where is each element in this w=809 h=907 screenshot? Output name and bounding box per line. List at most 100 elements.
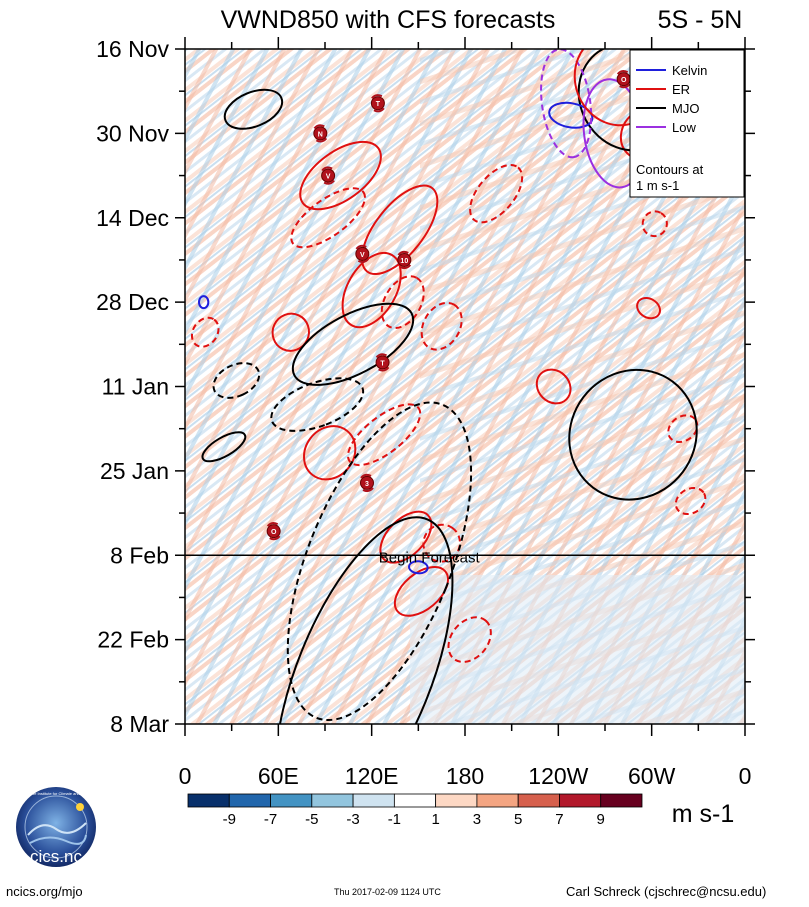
colorbar-swatch xyxy=(517,793,560,808)
cyclone-swirl-icon xyxy=(371,94,385,113)
contour-low xyxy=(540,49,593,159)
y-tick-label: 16 Nov xyxy=(96,36,169,62)
colorbar-units: m s-1 xyxy=(672,800,735,828)
colorbar-swatch xyxy=(476,793,519,808)
cyclone-label: T xyxy=(376,101,381,108)
colorbar-swatch xyxy=(393,793,437,808)
footer-author: Carl Schreck (cjschrec@ncsu.edu) xyxy=(566,884,767,899)
cyclone-markers: T N V V 10 T 3 O O xyxy=(266,70,631,541)
cyclone-label: 3 xyxy=(365,481,369,488)
cyclone-swirl-icon xyxy=(313,124,328,143)
contour-er xyxy=(636,297,661,320)
y-tick-label: 22 Feb xyxy=(97,627,169,653)
cyclone-marker xyxy=(355,246,370,261)
cyclone-swirl-icon xyxy=(266,522,281,541)
y-tick-label: 28 Dec xyxy=(96,289,169,315)
cyclone-label: O xyxy=(271,529,277,536)
colorbar-tick-label: -3 xyxy=(346,811,359,828)
contour-er xyxy=(422,523,461,563)
contour-mjo xyxy=(212,362,261,399)
cyclone-marker xyxy=(321,168,336,183)
y-tick-label: 30 Nov xyxy=(96,120,169,146)
contour-er xyxy=(641,210,668,238)
colorbar-tick-label: 9 xyxy=(597,811,605,828)
colorbar-tick-label: -1 xyxy=(388,811,401,828)
colorbar-swatch xyxy=(228,793,271,808)
colorbar-tick-label: -7 xyxy=(264,811,277,828)
colorbar-swatch xyxy=(311,793,354,808)
footer-timestamp: Thu 2017-02-09 1124 UTC xyxy=(334,887,441,897)
cyclone-swirl-icon xyxy=(321,166,335,185)
contour-mjo xyxy=(286,401,473,722)
contour-kelvin xyxy=(548,101,594,129)
colorbar: -9 -7 -5 -3 -1 1 3 5 7 9 xyxy=(187,793,643,828)
cyclone-marker xyxy=(266,524,281,539)
contour-er xyxy=(674,486,707,516)
contour-mjo xyxy=(568,368,698,501)
contour-kelvin xyxy=(198,295,210,310)
legend-label-kelvin: Kelvin xyxy=(672,63,707,78)
contour-er xyxy=(290,187,366,249)
region-label: 5S - 5N xyxy=(658,6,743,34)
cyclone-label: O xyxy=(621,77,627,84)
colorbar-swatch xyxy=(600,793,643,808)
colorbar-swatch xyxy=(270,793,313,808)
colorbar-tick-label: 7 xyxy=(555,811,563,828)
cyclone-label: T xyxy=(380,360,385,367)
contour-mjo xyxy=(201,431,247,463)
colorbar-tick-label: -5 xyxy=(305,811,318,828)
x-tick-label: 60W xyxy=(628,763,676,789)
cyclone-label: N xyxy=(318,131,323,138)
contour-er xyxy=(299,140,382,211)
colorbar-swatch xyxy=(352,793,395,808)
cyclone-swirl-icon xyxy=(360,473,374,493)
footer-website[interactable]: ncics.org/mjo xyxy=(6,884,83,899)
cyclone-marker xyxy=(397,252,412,267)
legend: Kelvin ER MJO Low Contours at 1 m s-1 xyxy=(629,49,745,198)
legend-label-er: ER xyxy=(672,82,690,97)
cyclone-swirl-icon xyxy=(397,250,412,270)
y-tick-label: 8 Feb xyxy=(110,542,169,568)
cics-logo: Cooperative Institute for Climate and Sa… xyxy=(15,787,97,867)
contour-er xyxy=(347,403,422,467)
legend-box xyxy=(629,49,745,198)
contour-er xyxy=(341,252,402,329)
x-tick-label: 180 xyxy=(446,763,484,789)
legend-label-mjo: MJO xyxy=(672,101,699,116)
x-tick-label: 0 xyxy=(739,763,752,789)
colorbar-tick-label: -9 xyxy=(223,811,236,828)
contour-er xyxy=(447,616,492,663)
legend-note-2: 1 m s-1 xyxy=(636,178,679,193)
y-tick-label: 11 Jan xyxy=(102,374,169,400)
contour-mjo xyxy=(291,302,415,386)
legend-label-low: Low xyxy=(672,120,696,135)
y-tick-label: 25 Jan xyxy=(100,458,169,484)
cyclone-swirl-icon xyxy=(375,353,390,372)
contour-er xyxy=(393,566,449,617)
contour-er xyxy=(303,425,357,481)
legend-note-1: Contours at xyxy=(636,162,704,177)
colorbar-swatch xyxy=(435,793,478,808)
cyclone-marker xyxy=(313,126,328,141)
contour-kelvin xyxy=(408,560,429,575)
chart-title: VWND850 with CFS forecasts xyxy=(221,6,556,34)
colorbar-tick-label: 1 xyxy=(431,811,439,828)
contour-er xyxy=(360,184,439,276)
colorbar-tick-label: 5 xyxy=(514,811,522,828)
cyclone-marker xyxy=(375,355,390,370)
logo-ring-text: Cooperative Institute for Climate and Sa… xyxy=(15,791,97,796)
x-tick-label: 120E xyxy=(345,763,399,789)
y-axis: 16 Nov 30 Nov 14 Dec 28 Dec 11 Jan 25 Jan 8 Fe… xyxy=(96,36,755,737)
contour-er xyxy=(420,301,463,351)
x-axis: 0 60E 120E 180 120W 60W 0 xyxy=(179,37,752,789)
contour-er xyxy=(380,275,425,330)
cyclone-label: V xyxy=(360,252,365,259)
x-tick-label: 120W xyxy=(528,763,588,789)
cyclone-label: 10 xyxy=(400,258,408,265)
cyclone-swirl-icon xyxy=(616,70,631,89)
colorbar-swatch xyxy=(187,793,230,808)
colorbar-swatch xyxy=(559,793,602,808)
forecast-label: Begin Forecast xyxy=(379,549,481,566)
contour-er xyxy=(535,368,572,405)
